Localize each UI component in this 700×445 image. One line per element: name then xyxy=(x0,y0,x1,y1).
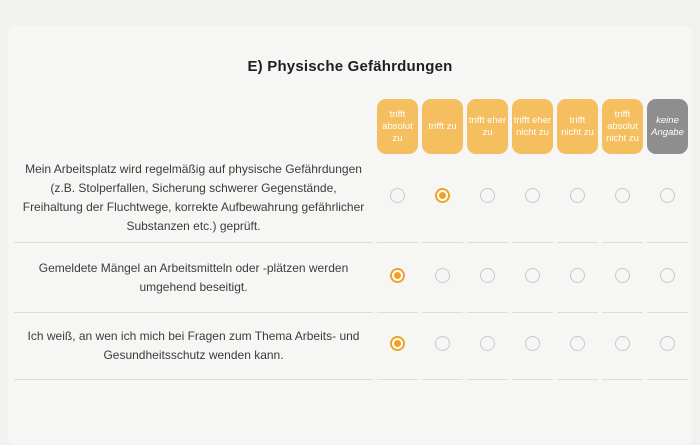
radio-option[interactable] xyxy=(435,188,450,203)
radio-option[interactable] xyxy=(480,188,495,203)
survey-panel: E) Physische Gefährdungen trifft absolut… xyxy=(8,25,692,445)
radio-option[interactable] xyxy=(570,267,585,283)
column-header-trifft-nicht-zu: trifft nicht zu xyxy=(557,99,598,154)
question-text: Mein Arbeitsplatz wird regelmäßig auf ph… xyxy=(14,154,373,243)
column-header-trifft-eher-zu: trifft eher zu xyxy=(467,99,508,154)
radio-option[interactable] xyxy=(390,336,405,351)
radio-option[interactable] xyxy=(435,336,450,351)
question-row: Mein Arbeitsplatz wird regelmäßig auf ph… xyxy=(14,154,688,243)
radio-option[interactable] xyxy=(615,188,630,203)
header-row: trifft absolut zu trifft zu trifft eher … xyxy=(14,98,688,154)
radio-option[interactable] xyxy=(525,188,540,203)
question-text: Ich weiß, an wen ich mich bei Fragen zum… xyxy=(14,313,373,380)
survey-page: { "page": { "title": "E) Physische Gefäh… xyxy=(14,58,688,380)
survey-matrix: trifft absolut zu trifft zu trifft eher … xyxy=(10,98,692,380)
section-title: E) Physische Gefährdungen xyxy=(247,58,453,75)
column-header-trifft-absolut-zu: trifft absolut zu xyxy=(377,99,418,154)
radio-option[interactable] xyxy=(525,267,540,283)
radio-option[interactable] xyxy=(480,267,495,283)
radio-option[interactable] xyxy=(660,336,675,351)
question-row: Gemeldete Mängel an Arbeitsmitteln oder … xyxy=(14,243,688,313)
radio-option[interactable] xyxy=(660,188,675,203)
radio-option[interactable] xyxy=(570,336,585,351)
column-header-trifft-eher-nicht-zu: trifft eher nicht zu xyxy=(512,99,553,154)
question-row: Ich weiß, an wen ich mich bei Fragen zum… xyxy=(14,313,688,380)
radio-option[interactable] xyxy=(480,336,495,351)
radio-option[interactable] xyxy=(660,267,675,283)
column-header-trifft-zu: trifft zu xyxy=(422,99,463,154)
radio-option[interactable] xyxy=(390,267,405,283)
radio-option[interactable] xyxy=(615,267,630,283)
question-text: Gemeldete Mängel an Arbeitsmitteln oder … xyxy=(14,243,373,313)
header-spacer xyxy=(14,98,373,154)
column-header-keine-angabe: keine Angabe xyxy=(647,99,688,154)
radio-option[interactable] xyxy=(615,336,630,351)
radio-option[interactable] xyxy=(435,267,450,283)
radio-option[interactable] xyxy=(525,336,540,351)
radio-option[interactable] xyxy=(570,188,585,203)
radio-option[interactable] xyxy=(390,188,405,203)
column-header-trifft-absolut-nicht-zu: trifft absolut nicht zu xyxy=(602,99,643,154)
